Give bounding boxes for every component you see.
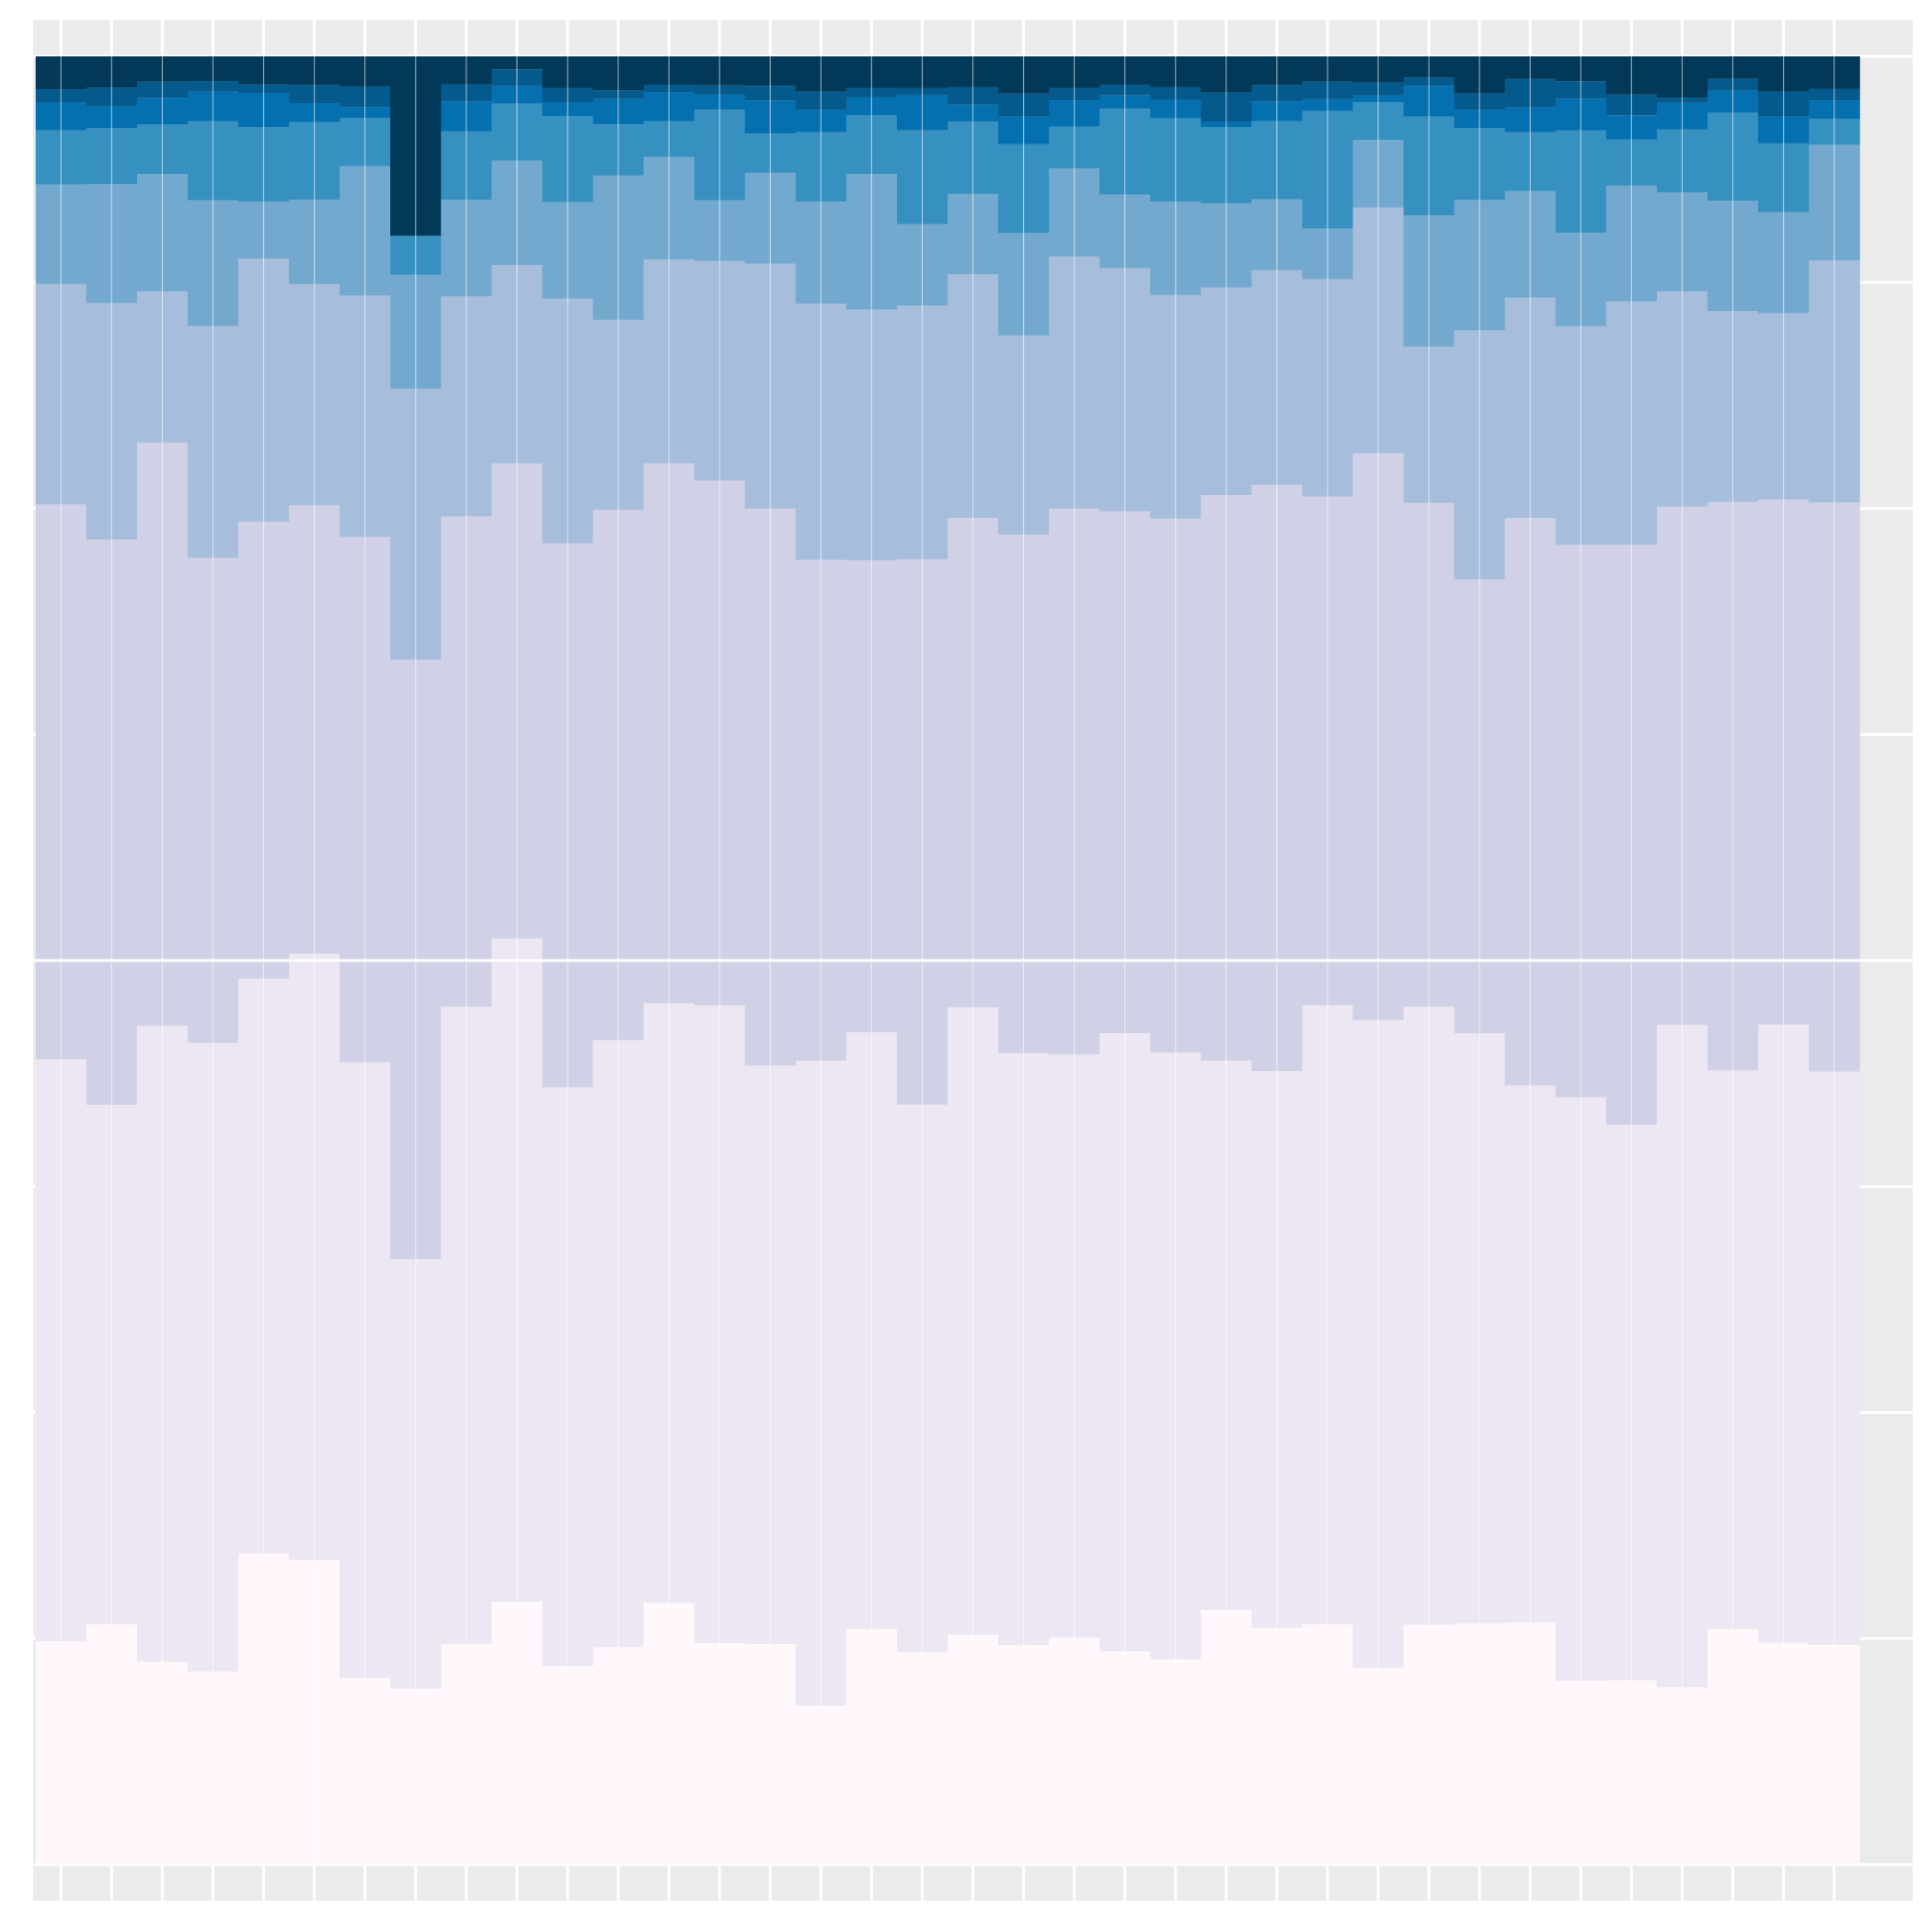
overlay-gridlines — [33, 56, 1913, 1865]
